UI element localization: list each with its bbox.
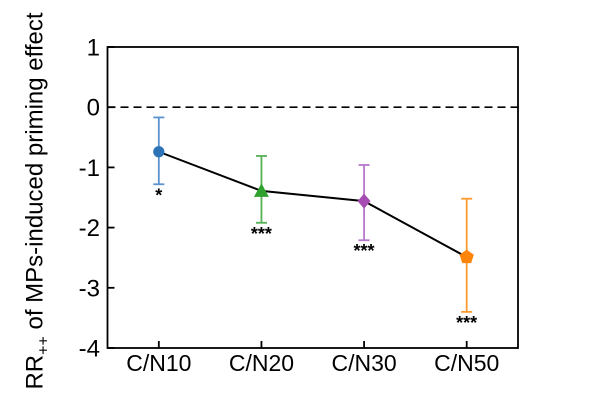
- plot-frame: [106, 46, 519, 349]
- significance-label: ***: [251, 224, 272, 244]
- data-point-marker-triangle: [253, 183, 269, 197]
- y-tick-label: 0: [87, 95, 100, 122]
- x-tick-label: C/N10: [126, 350, 191, 376]
- y-tick-label: -1: [79, 155, 100, 182]
- y-axis-title: RR++ of MPs-induced priming effect: [21, 12, 54, 390]
- x-tick-label: C/N30: [331, 350, 396, 376]
- data-line: [158, 150, 468, 258]
- y-tick-label: -3: [79, 275, 100, 302]
- y-tick-label: -2: [79, 215, 100, 242]
- data-point-marker-circle: [153, 146, 165, 158]
- x-tick-label: C/N20: [229, 350, 294, 376]
- y-tick-label: 1: [87, 35, 100, 62]
- y-axis-title-subscript: ++: [35, 336, 53, 355]
- y-axis-title-prefix: RR: [21, 354, 49, 390]
- significance-label: ***: [456, 313, 477, 333]
- y-axis-title-suffix: of MPs-induced priming effect: [21, 12, 49, 337]
- x-tick-label: C/N50: [434, 350, 499, 376]
- data-point-marker-diamond: [357, 193, 371, 209]
- data-point-marker-pentagon: [459, 249, 474, 264]
- y-tick-label: -4: [79, 336, 100, 363]
- significance-label: ***: [354, 241, 375, 261]
- significance-label: *: [155, 185, 162, 205]
